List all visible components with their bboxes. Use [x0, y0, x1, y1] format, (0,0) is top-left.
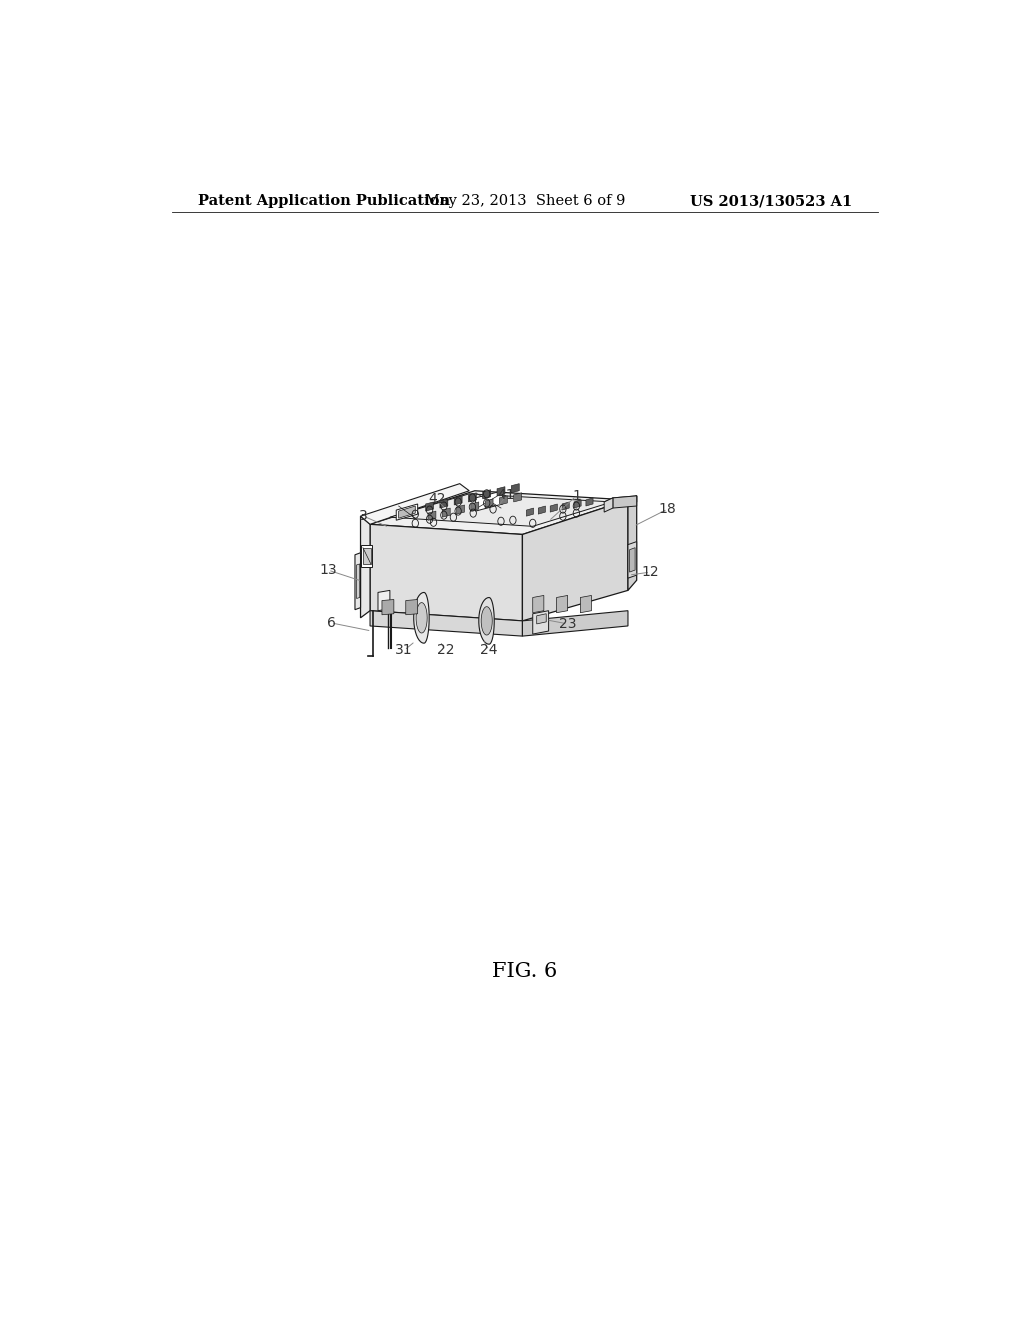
Text: 3: 3: [359, 510, 368, 523]
Polygon shape: [497, 487, 505, 496]
Text: 41: 41: [498, 488, 515, 502]
Polygon shape: [390, 494, 612, 527]
Polygon shape: [362, 548, 371, 564]
Polygon shape: [360, 516, 370, 618]
Polygon shape: [539, 506, 546, 515]
Polygon shape: [382, 599, 394, 615]
Text: 31: 31: [395, 643, 413, 657]
Polygon shape: [482, 490, 490, 499]
Text: 24: 24: [480, 643, 498, 657]
Polygon shape: [426, 502, 433, 511]
Polygon shape: [355, 553, 360, 610]
Polygon shape: [574, 500, 582, 508]
Polygon shape: [500, 496, 507, 506]
Polygon shape: [604, 498, 613, 512]
Polygon shape: [471, 502, 479, 511]
Polygon shape: [628, 496, 637, 590]
Text: 12: 12: [641, 565, 659, 579]
Text: FIG. 6: FIG. 6: [493, 962, 557, 981]
Text: 23: 23: [559, 616, 577, 631]
Polygon shape: [630, 548, 635, 572]
Polygon shape: [428, 511, 436, 520]
Polygon shape: [455, 496, 462, 506]
Polygon shape: [468, 492, 476, 502]
Polygon shape: [370, 524, 522, 620]
Text: 22: 22: [436, 643, 455, 657]
Polygon shape: [562, 502, 569, 510]
Polygon shape: [628, 496, 637, 506]
Text: May 23, 2013  Sheet 6 of 9: May 23, 2013 Sheet 6 of 9: [425, 194, 625, 209]
Polygon shape: [581, 595, 592, 612]
Polygon shape: [628, 541, 637, 578]
Text: 1: 1: [572, 488, 581, 503]
Polygon shape: [378, 590, 390, 611]
Polygon shape: [522, 611, 628, 636]
Polygon shape: [360, 483, 469, 524]
Polygon shape: [485, 499, 494, 508]
Polygon shape: [457, 506, 465, 515]
Polygon shape: [557, 595, 567, 612]
Text: 42: 42: [428, 492, 445, 506]
Polygon shape: [440, 499, 447, 508]
Text: Patent Application Publication: Patent Application Publication: [198, 194, 450, 209]
Polygon shape: [532, 611, 549, 634]
Polygon shape: [522, 500, 628, 620]
Polygon shape: [537, 614, 546, 624]
Polygon shape: [360, 545, 373, 568]
Polygon shape: [396, 504, 418, 520]
Polygon shape: [613, 496, 637, 508]
Polygon shape: [550, 504, 557, 512]
Text: 18: 18: [658, 502, 677, 516]
Polygon shape: [481, 607, 493, 635]
Polygon shape: [586, 498, 593, 506]
Text: US 2013/130523 A1: US 2013/130523 A1: [689, 194, 852, 209]
Polygon shape: [479, 598, 495, 644]
Polygon shape: [511, 483, 519, 492]
Text: 6: 6: [327, 616, 336, 630]
Polygon shape: [406, 599, 418, 615]
Polygon shape: [416, 603, 427, 634]
Polygon shape: [604, 496, 637, 502]
Polygon shape: [398, 506, 416, 519]
Polygon shape: [532, 595, 544, 612]
Text: 13: 13: [319, 564, 337, 577]
Polygon shape: [370, 611, 522, 636]
Polygon shape: [475, 491, 503, 511]
Polygon shape: [356, 564, 359, 598]
Polygon shape: [514, 492, 521, 502]
Polygon shape: [526, 508, 534, 516]
Polygon shape: [370, 491, 628, 535]
Polygon shape: [442, 508, 451, 517]
Polygon shape: [414, 593, 429, 643]
